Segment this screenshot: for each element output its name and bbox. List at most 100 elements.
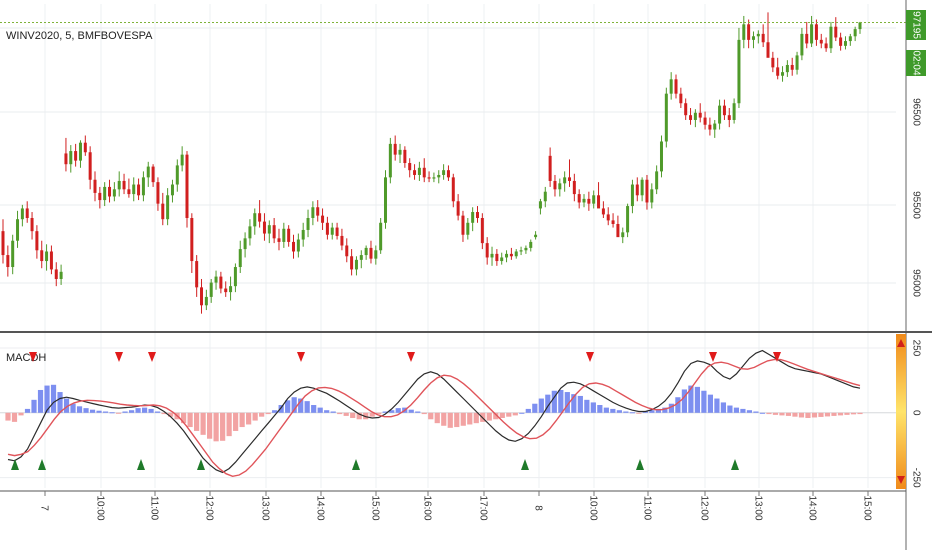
buy-arrow xyxy=(197,459,205,470)
scale-down-arrow xyxy=(897,476,905,484)
histogram-bar xyxy=(694,386,701,413)
histogram-bar xyxy=(128,410,135,413)
candle-body xyxy=(287,228,291,242)
candle-body xyxy=(630,184,634,207)
candle-body xyxy=(88,152,92,180)
histogram-bar xyxy=(350,412,356,418)
histogram-bar xyxy=(324,410,330,413)
time-tick-label: 16:00 xyxy=(422,495,433,520)
histogram-bar xyxy=(519,412,525,414)
candle-body xyxy=(141,177,145,196)
candle-body xyxy=(170,184,174,196)
candle-body xyxy=(393,143,397,155)
candle-body xyxy=(151,166,155,183)
candle-body xyxy=(500,257,504,262)
macd-pane-title: MACDH xyxy=(6,352,46,364)
candle-body xyxy=(262,221,266,234)
histogram-bar xyxy=(662,407,668,413)
candle-body xyxy=(340,235,344,246)
candle-body xyxy=(233,267,237,287)
candle-body xyxy=(800,33,804,56)
histogram-bar xyxy=(272,410,278,413)
countdown-badge-box xyxy=(906,50,926,76)
histogram-bar xyxy=(408,409,414,413)
histogram-bar xyxy=(200,412,206,435)
candle-body xyxy=(195,261,199,288)
histogram-bar xyxy=(135,408,141,413)
candle-body xyxy=(427,177,431,179)
histogram-bar xyxy=(837,412,844,416)
macd-axis: 250 0 -250 xyxy=(911,340,922,488)
histogram-bar xyxy=(382,411,388,413)
candle-body xyxy=(505,253,509,258)
macd-tick-label: 0 xyxy=(911,410,922,416)
candle-body xyxy=(529,241,533,248)
time-tick-label: 13:00 xyxy=(753,495,764,520)
histogram-bar xyxy=(759,412,766,414)
histogram-bar xyxy=(343,412,349,416)
candle-body xyxy=(446,170,450,178)
candle-body xyxy=(597,195,601,209)
histogram-bar xyxy=(96,410,102,413)
candle-body xyxy=(664,93,668,142)
candle-body xyxy=(40,250,44,262)
candle-body xyxy=(219,276,223,289)
histogram-bar xyxy=(304,401,310,413)
histogram-bar xyxy=(577,395,583,413)
macd-scale-bar[interactable] xyxy=(896,334,906,489)
candle-body xyxy=(350,256,354,270)
histogram-bar xyxy=(720,402,727,413)
candle-body xyxy=(379,222,383,251)
time-tick-label: 14:00 xyxy=(315,495,326,520)
candle-body xyxy=(635,184,639,196)
histogram-bar xyxy=(493,412,499,420)
candle-body xyxy=(475,212,479,219)
histogram-bar xyxy=(805,412,811,418)
candle-body xyxy=(282,228,286,242)
histogram-bar xyxy=(415,411,421,413)
histogram-bar xyxy=(122,411,128,413)
time-tick-label: 10:00 xyxy=(588,495,599,520)
histogram-bar xyxy=(727,405,733,413)
histogram-bar xyxy=(83,408,89,413)
sell-arrow xyxy=(773,352,781,362)
candle-body xyxy=(655,171,659,190)
time-tick-label: 12:00 xyxy=(204,495,215,520)
histogram-bar xyxy=(610,408,616,413)
buy-arrow xyxy=(352,459,360,470)
candle-body xyxy=(790,64,794,70)
candle-body xyxy=(689,115,693,120)
last-price-label: 97195 xyxy=(911,11,922,39)
histogram-bar xyxy=(766,412,772,415)
candle-body xyxy=(6,255,10,268)
candle-body xyxy=(693,112,697,120)
candle-body xyxy=(238,249,242,268)
histogram-bar xyxy=(460,412,466,426)
candle-body xyxy=(59,271,63,279)
candle-body xyxy=(16,219,20,241)
candle-body xyxy=(708,124,712,130)
histogram-bar xyxy=(616,410,622,413)
candle-body xyxy=(69,151,73,165)
candle-body xyxy=(858,22,862,30)
sell-arrow xyxy=(407,352,415,362)
candle-body xyxy=(180,154,184,166)
candle-body xyxy=(35,231,39,251)
candle-body xyxy=(122,180,126,190)
histogram-bar xyxy=(194,412,200,431)
candle-body xyxy=(640,179,644,196)
candle-body xyxy=(718,105,722,124)
candle-body xyxy=(78,142,82,161)
countdown-badge: 02:04 xyxy=(906,50,926,76)
sell-arrow xyxy=(148,352,156,362)
candle-body xyxy=(64,153,68,165)
candle-body xyxy=(781,72,785,76)
candle-body xyxy=(1,231,5,256)
histogram-bar xyxy=(558,389,564,413)
sell-arrow xyxy=(586,352,594,362)
candle-body xyxy=(805,33,809,44)
candle-body xyxy=(766,42,770,58)
histogram-bar xyxy=(675,397,681,413)
histogram-bar xyxy=(389,410,395,413)
